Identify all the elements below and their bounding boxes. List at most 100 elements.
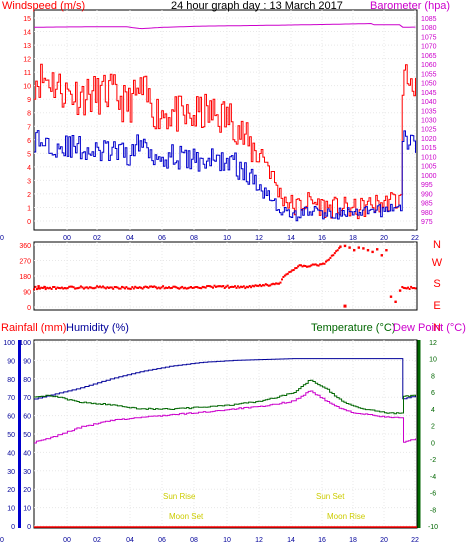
rainfall-tick-label: 20 bbox=[7, 487, 15, 494]
direction-point bbox=[303, 264, 305, 267]
direction-point bbox=[241, 286, 244, 289]
rainfall-tick-label: 70 bbox=[7, 395, 15, 402]
wind-tick-label: 5 bbox=[27, 151, 31, 158]
temperature-label: Temperature (°C) bbox=[311, 322, 395, 334]
direction-point bbox=[310, 264, 313, 267]
x-tick-label: 08 bbox=[190, 537, 198, 544]
barometer-tick-label: 995 bbox=[421, 182, 433, 189]
direction-point bbox=[343, 304, 347, 308]
barometer-tick-label: 975 bbox=[421, 219, 433, 226]
climate-panel-series bbox=[34, 358, 417, 528]
temperature-tick-label: -10 bbox=[428, 524, 438, 531]
direction-point bbox=[304, 265, 307, 267]
direction-point bbox=[292, 269, 295, 271]
direction-point bbox=[110, 286, 113, 289]
direction-point bbox=[176, 287, 179, 290]
direction-point bbox=[212, 286, 214, 289]
temperature-tick-label: 10 bbox=[429, 357, 437, 364]
humidity-tick-label: 30 bbox=[23, 469, 31, 476]
direction-point bbox=[69, 285, 72, 288]
direction-point bbox=[319, 263, 322, 266]
direction-point bbox=[103, 286, 106, 289]
rainfall-tick-label: 30 bbox=[7, 469, 15, 476]
direction-point bbox=[132, 287, 135, 290]
humidity-tick-label: 0 bbox=[27, 524, 31, 531]
x-tick-label: 14 bbox=[287, 235, 295, 242]
climate-panel-grid bbox=[34, 340, 417, 528]
rainfall-tick-label: 50 bbox=[7, 432, 15, 439]
direction-point bbox=[62, 287, 65, 290]
direction-point bbox=[362, 247, 365, 250]
direction-point bbox=[187, 287, 190, 290]
direction-point bbox=[339, 245, 342, 248]
direction-point bbox=[380, 254, 383, 257]
direction-point bbox=[175, 286, 178, 289]
humidity-axis-bar bbox=[18, 340, 21, 528]
compass-n: N bbox=[433, 322, 441, 334]
direction-point bbox=[263, 284, 266, 287]
direction-point bbox=[229, 286, 232, 288]
direction-point bbox=[206, 285, 209, 288]
direction-point bbox=[343, 244, 347, 248]
direction-point bbox=[182, 287, 185, 290]
direction-point bbox=[59, 287, 62, 290]
direction-point bbox=[245, 285, 248, 288]
x-tick-label: 02 bbox=[93, 235, 101, 242]
direction-point bbox=[37, 287, 40, 290]
direction-point bbox=[72, 286, 75, 289]
direction-point bbox=[50, 288, 53, 290]
direction-point bbox=[301, 265, 304, 268]
direction-point bbox=[102, 285, 104, 288]
direction-point bbox=[81, 286, 84, 289]
direction-point bbox=[244, 287, 247, 290]
direction-point bbox=[216, 285, 219, 288]
direction-point bbox=[46, 286, 49, 289]
direction-point bbox=[79, 285, 82, 288]
direction-point bbox=[194, 286, 197, 289]
direction-point bbox=[322, 262, 324, 265]
direction-point bbox=[217, 285, 220, 288]
direction-point bbox=[197, 286, 200, 289]
wind-tick-label: 6 bbox=[27, 138, 31, 145]
direction-point bbox=[94, 286, 97, 289]
climate-panel-axes: 0102030405060708090100010203040506070809… bbox=[0, 340, 438, 544]
direction-point bbox=[413, 287, 415, 289]
direction-point bbox=[223, 287, 226, 289]
x-tick-label: 16 bbox=[318, 537, 326, 544]
barometer-tick-label: 1025 bbox=[421, 127, 437, 134]
direction-point bbox=[77, 287, 79, 290]
direction-point bbox=[389, 295, 393, 298]
direction-point bbox=[146, 286, 148, 289]
barometer-tick-label: 1075 bbox=[421, 34, 437, 41]
barometer-tick-label: 1045 bbox=[421, 90, 437, 97]
direction-point bbox=[60, 286, 63, 289]
direction-point bbox=[291, 269, 294, 272]
barometer-tick-label: 1080 bbox=[421, 25, 437, 32]
direction-point bbox=[213, 284, 216, 287]
wind-tick-label: 11 bbox=[24, 70, 31, 77]
direction-point bbox=[231, 285, 234, 288]
direction-point bbox=[320, 263, 323, 266]
direction-point bbox=[43, 286, 46, 289]
direction-point bbox=[279, 281, 282, 284]
direction-point bbox=[272, 282, 275, 285]
barometer-tick-label: 1055 bbox=[421, 71, 437, 78]
wind-tick-label: 12 bbox=[23, 57, 31, 64]
direction-point bbox=[260, 285, 263, 288]
direction-point bbox=[144, 285, 147, 288]
wind-gust-line bbox=[34, 63, 416, 220]
direction-point bbox=[401, 286, 404, 288]
direction-point bbox=[33, 288, 35, 291]
x-tick-label: 00 bbox=[0, 537, 4, 544]
direction-point bbox=[34, 285, 37, 288]
direction-point bbox=[297, 265, 300, 268]
direction-point bbox=[156, 287, 159, 290]
wind-tick-label: 1 bbox=[27, 205, 31, 212]
direction-point bbox=[128, 287, 131, 290]
direction-point bbox=[264, 283, 267, 286]
windspeed-label: Windspeed (m/s) bbox=[2, 0, 85, 12]
barometer-tick-label: 1085 bbox=[421, 16, 437, 23]
direction-point bbox=[300, 264, 302, 267]
wind-tick-label: 4 bbox=[27, 165, 31, 172]
direction-point bbox=[225, 285, 228, 288]
